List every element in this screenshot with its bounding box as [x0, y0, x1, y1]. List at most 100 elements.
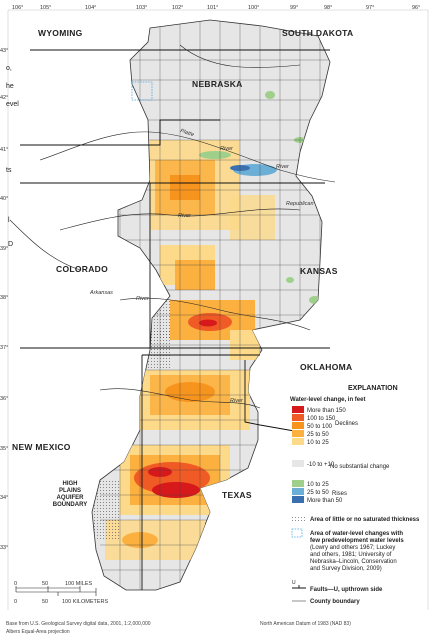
- lat-label: 39°: [0, 246, 8, 252]
- river-label: River: [276, 164, 290, 170]
- clipped-side-text: o, he evel ts l D: [6, 65, 19, 248]
- legend-swatch: [292, 422, 304, 429]
- aquifer-label-line: BOUNDARY: [53, 502, 87, 508]
- lon-label: 102°: [172, 5, 183, 11]
- lat-label: 40°: [0, 196, 8, 202]
- state-labels: WYOMING SOUTH DAKOTA NEBRASKA COLORADO K…: [12, 28, 353, 500]
- legend-few-data: Nebraska–Lincoln, Conservation: [310, 559, 397, 565]
- aquifer-label-line: HIGH: [63, 481, 78, 487]
- clipped-text: evel: [6, 101, 19, 108]
- scale-miles-mid: 50: [42, 581, 48, 587]
- state-label-wyoming: WYOMING: [38, 28, 83, 38]
- thin-area: [92, 480, 120, 540]
- lon-label: 106°: [12, 5, 23, 11]
- scale-lines: [15, 586, 97, 596]
- legend-swatch: [292, 430, 304, 437]
- lon-label: 97°: [366, 5, 374, 11]
- lat-label: 37°: [0, 345, 8, 351]
- aquifer-label-line: PLAINS: [59, 488, 81, 494]
- legend-rises: Rises: [332, 491, 347, 497]
- lon-label: 103°: [136, 5, 147, 11]
- patch: [170, 175, 200, 200]
- lon-label: 105°: [40, 5, 51, 11]
- state-label-nebraska: NEBRASKA: [192, 79, 243, 89]
- clipped-text: he: [6, 83, 14, 90]
- scale-zero: 0: [14, 581, 17, 587]
- legend-county: County boundary: [310, 599, 360, 605]
- clipped-text: l: [8, 217, 10, 224]
- aquifer-label-line: AQUIFER: [57, 495, 85, 501]
- lat-label: 43°: [0, 48, 8, 54]
- legend-swatches: More than 150 100 to 150 50 to 100 25 to 50…: [292, 406, 346, 504]
- patch: [152, 482, 200, 498]
- footer-datum: North American Datum of 1983 (NAD 83): [260, 621, 351, 627]
- footer-base-source: Base from U.S. Geological Survey digital…: [6, 621, 151, 627]
- legend-swatch-label: More than 150: [307, 408, 346, 414]
- lon-label: 96°: [412, 5, 420, 11]
- clipped-text: D: [8, 241, 13, 248]
- legend-swatch: [292, 438, 304, 445]
- legend-thin: Area of little or no saturated thickness: [310, 517, 420, 523]
- lon-label: 98°: [324, 5, 332, 11]
- legend-swatch-label: 10 to 25: [307, 482, 329, 488]
- few-data-swatch: [291, 528, 303, 538]
- legend-swatch-label: More than 50: [307, 498, 343, 504]
- legend-swatch: [292, 488, 304, 495]
- patch: [230, 195, 275, 240]
- thin-area-swatch: [292, 515, 306, 523]
- fault-swatch: [292, 585, 306, 589]
- river-labels: Platte River River Republican Arkansas R…: [89, 128, 314, 404]
- patch: [175, 260, 215, 290]
- legend-few-data: and Survey Division, 2009): [310, 566, 382, 572]
- lat-label: 38°: [0, 295, 8, 301]
- legend-title: EXPLANATION: [348, 385, 398, 392]
- river-label: River: [178, 213, 192, 219]
- legend-few-data: few predevelopment water levels: [310, 538, 404, 544]
- footer: Base from U.S. Geological Survey digital…: [6, 621, 351, 635]
- clipped-text: o,: [6, 65, 12, 72]
- lon-label: 100°: [248, 5, 259, 11]
- patch: [165, 382, 215, 402]
- lat-label: 33°: [0, 545, 8, 551]
- fault-u-label: U: [292, 580, 296, 586]
- legend-swatch-label: 25 to 50: [307, 432, 329, 438]
- lat-label: 34°: [0, 495, 8, 501]
- legend-swatch-label: -10 to +10: [307, 462, 335, 468]
- longitude-labels: 106° 105° 104° 103° 102° 101° 100° 99° 9…: [12, 5, 420, 11]
- graticule: [7, 9, 429, 610]
- lon-label: 99°: [290, 5, 298, 11]
- legend-swatch-label: 25 to 50: [307, 490, 329, 496]
- legend-no-change: No substantial change: [330, 464, 390, 470]
- scale-bar: 0 50 100 MILES 0 50 100 KILOMETERS: [14, 581, 108, 605]
- state-label-south-dakota: SOUTH DAKOTA: [282, 28, 353, 38]
- lat-label: 42°: [0, 95, 8, 101]
- thin-area: [140, 330, 170, 370]
- lat-label: 35°: [0, 446, 8, 452]
- patch: [199, 151, 231, 159]
- lat-label: 41°: [0, 147, 8, 153]
- legend-declines: Declines: [335, 421, 358, 427]
- patch: [199, 319, 217, 327]
- patch: [265, 91, 275, 99]
- legend-faults: Faults—U, upthrown side: [310, 587, 383, 593]
- state-label-new-mexico: NEW MEXICO: [12, 442, 71, 452]
- scale-km-end: 100 KILOMETERS: [62, 599, 108, 605]
- lon-label: 101°: [207, 5, 218, 11]
- legend-swatch: [292, 496, 304, 503]
- legend-swatch-label: 100 to 150: [307, 416, 336, 422]
- scale-miles-end: 100 MILES: [65, 581, 93, 587]
- scale-km-zero: 0: [14, 599, 17, 605]
- legend-swatch: [292, 460, 304, 467]
- river-label: River: [136, 296, 150, 302]
- patch: [286, 277, 294, 283]
- river-label: Arkansas: [89, 290, 113, 296]
- legend-few-data: (Lowry and others 1967; Luckey: [310, 545, 395, 551]
- legend-swatch: [292, 480, 304, 487]
- state-boundaries: [20, 49, 330, 590]
- legend-swatch: [292, 414, 304, 421]
- legend-swatch: [292, 406, 304, 413]
- legend-few-data: Area of water-level changes with: [310, 531, 403, 537]
- river-label: River: [220, 146, 234, 152]
- aquifer-boundary-label: HIGH PLAINS AQUIFER BOUNDARY: [53, 481, 87, 508]
